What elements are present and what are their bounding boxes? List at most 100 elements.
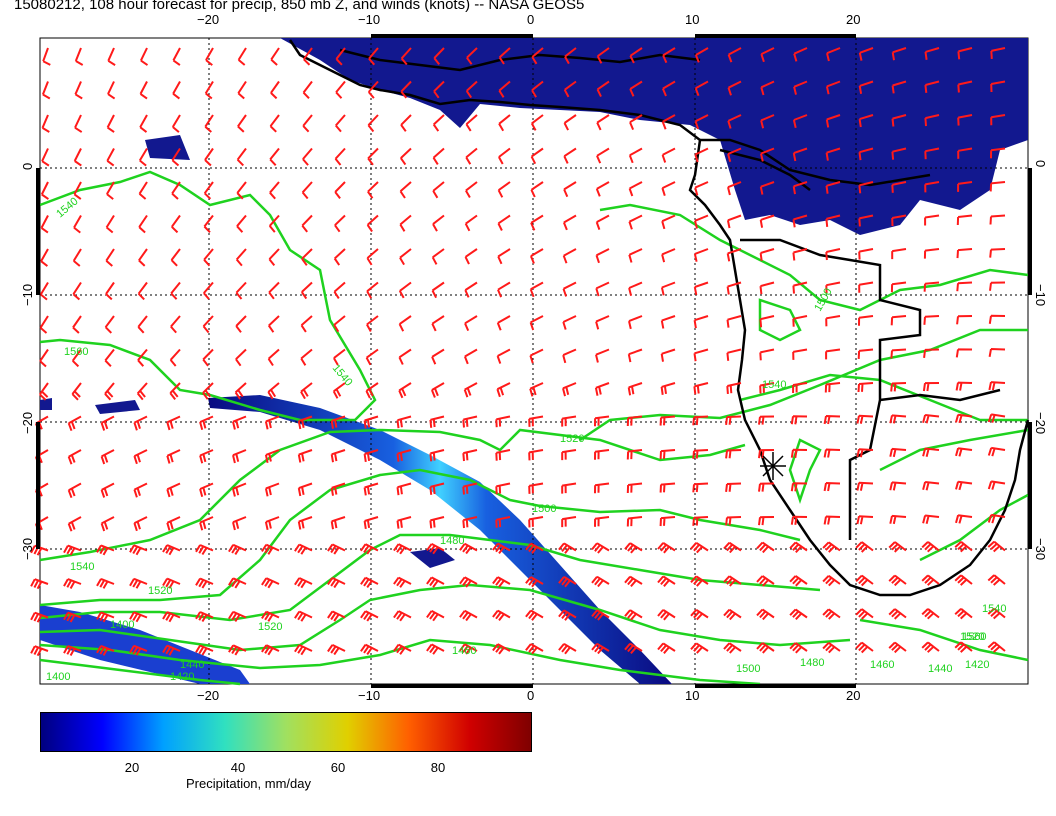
wind-barb: [466, 47, 478, 65]
colorbar-tick: 20: [124, 760, 140, 775]
wind-barb: [270, 80, 280, 100]
wind-barb: [987, 607, 1006, 620]
wind-barb: [302, 80, 313, 99]
wind-barb: [825, 281, 841, 294]
wind-barb: [922, 447, 940, 457]
wind-barb: [495, 415, 511, 428]
wind-barb: [790, 482, 808, 492]
wind-barb: [561, 415, 577, 427]
wind-barb: [335, 80, 346, 99]
wind-barb: [921, 608, 940, 620]
wind-barb: [137, 315, 148, 334]
wind-barb: [398, 382, 412, 399]
wind-barb: [693, 382, 709, 395]
wind-barb: [204, 114, 214, 133]
wind-barb: [63, 544, 82, 556]
wind-barb: [462, 449, 478, 462]
wind-barb: [956, 315, 973, 325]
wind-barb: [594, 449, 610, 460]
wind-barb: [42, 47, 51, 66]
lon-tick-label: −10: [358, 12, 380, 27]
wind-barb: [367, 181, 379, 199]
wind-barb: [162, 611, 181, 623]
wind-barb: [591, 642, 610, 655]
wind-barb: [497, 248, 511, 265]
wind-barb: [235, 315, 247, 333]
wind-barb: [497, 214, 511, 231]
wind-barb: [429, 516, 445, 529]
wind-barb: [133, 482, 148, 498]
wind-barb: [429, 482, 445, 495]
wind-barb: [727, 147, 742, 163]
wind-barb: [855, 608, 874, 620]
wind-barb: [199, 482, 214, 498]
wind-barb: [758, 482, 775, 492]
wind-barb: [297, 449, 313, 463]
wind-barb: [232, 516, 247, 531]
wind-barb: [793, 47, 808, 62]
wind-barb: [924, 181, 940, 193]
wind-barb: [657, 542, 676, 554]
wind-barb: [525, 609, 544, 621]
lat-tick-label: −30: [20, 538, 35, 560]
wind-barb: [426, 543, 445, 555]
wind-barb: [393, 543, 412, 555]
wind-barb: [67, 415, 82, 432]
wind-barb: [39, 315, 49, 334]
wind-barb: [30, 645, 49, 657]
wind-barb: [171, 114, 181, 133]
wind-barb: [301, 181, 313, 200]
wind-barb: [924, 214, 940, 226]
wind-barb: [626, 415, 643, 427]
wind-barb: [858, 248, 874, 260]
wind-barb: [825, 80, 841, 95]
wind-barb: [463, 348, 478, 365]
axis-labels: −20 −10 0 10 20 −20 −10 0 10 20 0 −10 −2…: [20, 12, 1048, 700]
wind-barb: [956, 248, 973, 259]
wind-barb: [199, 415, 214, 431]
wind-barb: [858, 181, 874, 194]
wind-barb: [360, 610, 379, 622]
contour-label: 1560: [64, 346, 88, 358]
wind-barb: [629, 80, 643, 97]
wind-barb: [727, 80, 742, 96]
lon-tick-label-bottom: −10: [358, 688, 380, 700]
wind-barb: [990, 147, 1006, 159]
wind-barb: [888, 641, 907, 654]
wind-barb: [661, 80, 676, 97]
wind-barb: [726, 214, 742, 229]
wind-barb: [988, 314, 1006, 324]
contour-label: 1440: [928, 663, 952, 675]
wind-barb: [890, 315, 907, 326]
wind-barb: [261, 644, 280, 656]
wind-barb: [562, 281, 577, 297]
wind-barb: [269, 181, 280, 200]
wind-barb: [459, 609, 478, 622]
wind-barb: [72, 315, 82, 334]
wind-barb: [662, 47, 676, 64]
height-contours: [39, 170, 1029, 686]
wind-barb: [558, 609, 577, 621]
wind-barb: [464, 248, 478, 265]
precip-fields: [40, 38, 1028, 684]
wind-barb: [100, 516, 115, 532]
wind-barb: [954, 641, 973, 653]
wind-barb: [891, 214, 907, 227]
wind-barb: [261, 543, 280, 555]
wind-barb: [264, 482, 280, 497]
wind-barb: [792, 114, 808, 129]
wind-barb: [136, 382, 148, 401]
wind-barb: [624, 542, 643, 554]
wind-barb: [333, 248, 346, 266]
wind-barb: [987, 413, 1006, 423]
contour-label: 1520: [148, 585, 172, 597]
wind-barb: [267, 382, 280, 400]
wind-barb: [166, 482, 181, 498]
wind-barb: [657, 642, 676, 654]
wind-barb: [267, 348, 280, 367]
wind-barb: [236, 214, 247, 233]
wind-barb: [561, 482, 577, 494]
wind-barb: [825, 181, 841, 194]
wind-barb: [726, 348, 742, 361]
wind-barb: [857, 348, 874, 359]
